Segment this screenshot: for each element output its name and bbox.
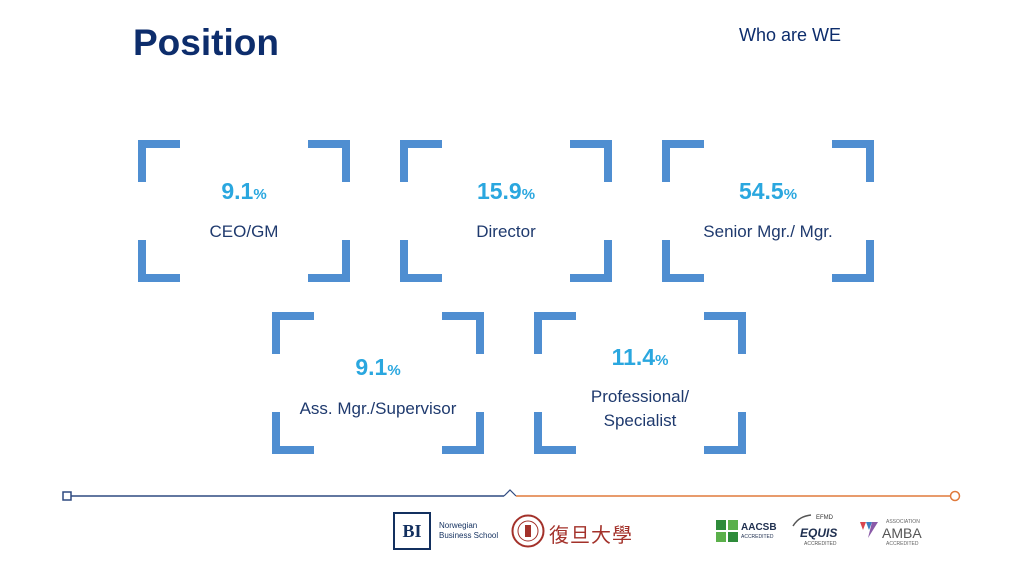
bracket-top-right [832, 140, 874, 182]
equis-swoosh-icon [792, 514, 812, 527]
stat-card-professional: 11.4% Professional/ Specialist [534, 312, 746, 454]
bracket-bottom-left [534, 412, 576, 454]
fudan-wordmark: 復旦大學 [549, 523, 633, 547]
stat-value: 9.1% [221, 178, 267, 204]
bracket-top-left [534, 312, 576, 354]
bracket-top-left [662, 140, 704, 182]
stat-value: 54.5% [738, 178, 798, 204]
stat-value: 15.9% [476, 178, 536, 204]
bracket-top-right [308, 140, 350, 182]
stat-label: Director [476, 222, 536, 241]
bracket-bottom-left [662, 240, 704, 282]
stat-label: Ass. Mgr./Supervisor [299, 399, 457, 418]
bi-logo: BI Norwegian Business School [393, 510, 505, 554]
stat-card-ceo: 9.1% CEO/GM [138, 140, 350, 282]
page-title: Position [133, 22, 279, 63]
section-label: Who are WE [739, 25, 842, 45]
bracket-bottom-right [704, 412, 746, 454]
stat-card-director: 15.9% Director [400, 140, 612, 282]
stat-card-supervisor: 9.1% Ass. Mgr./Supervisor [272, 312, 484, 454]
bracket-bottom-right [308, 240, 350, 282]
stat-label-line2: Specialist [603, 411, 677, 430]
timeline-divider [62, 489, 961, 502]
stat-label: Senior Mgr./ Mgr. [703, 222, 833, 241]
bracket-top-left [400, 140, 442, 182]
bracket-bottom-left [272, 412, 314, 454]
bracket-bottom-left [400, 240, 442, 282]
amba-diamond-icon [858, 522, 878, 538]
bi-logo-text: Norwegian Business School [439, 521, 499, 540]
equis-logo: EFMD EQUIS ACCREDITED [790, 510, 846, 554]
bi-logo-mark: BI [393, 512, 431, 550]
bracket-top-left [138, 140, 180, 182]
fudan-seal-icon [511, 514, 545, 548]
bracket-bottom-left [138, 240, 180, 282]
fudan-logo: 復旦大學 [511, 510, 636, 554]
stat-label-line1: Professional/ [590, 387, 690, 406]
bracket-top-right [570, 140, 612, 182]
stat-label: CEO/GM [209, 222, 279, 241]
bracket-bottom-right [570, 240, 612, 282]
aacsb-logo: AACSB ACCREDITED [716, 510, 788, 554]
stat-value: 9.1% [355, 354, 401, 380]
amba-logo: ASSOCIATION AMBA ACCREDITED [856, 510, 932, 554]
bracket-bottom-right [832, 240, 874, 282]
stat-value: 11.4% [611, 344, 669, 370]
bracket-top-right [704, 312, 746, 354]
bracket-bottom-right [442, 412, 484, 454]
bracket-top-right [442, 312, 484, 354]
stat-label: Professional/ Specialist [534, 385, 746, 433]
stat-card-senior-mgr: 54.5% Senior Mgr./ Mgr. [662, 140, 874, 282]
aacsb-mark-icon [716, 520, 738, 542]
bracket-top-left [272, 312, 314, 354]
